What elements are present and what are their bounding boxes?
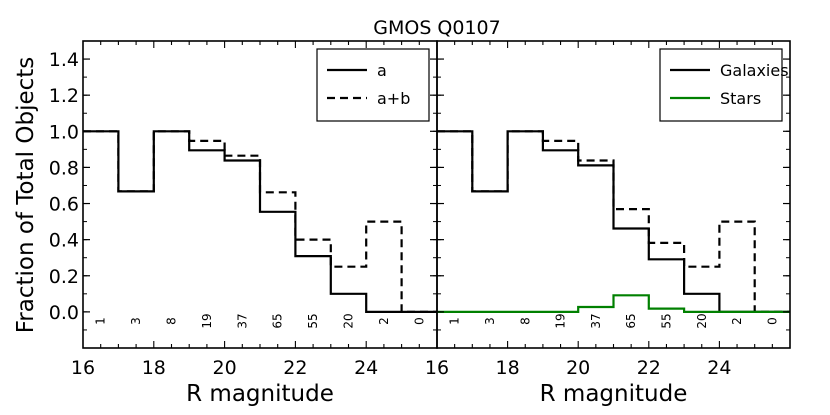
stars-series-line (437, 294, 790, 313)
bin-count-label: 2 (730, 317, 744, 325)
bin-count-label: 19 (200, 313, 214, 328)
bin-count-label: 8 (165, 317, 179, 325)
legend-box (659, 48, 783, 122)
legend: Galaxies Stars (659, 48, 789, 122)
x-tick-label: 20 (566, 357, 590, 379)
bin-count-label: 3 (483, 317, 497, 325)
bin-count-label: 20 (695, 313, 709, 328)
legend-box (316, 48, 430, 122)
legend: a a+b (316, 48, 430, 122)
bin-count-label: 65 (271, 313, 285, 328)
bin-count-label: 37 (235, 313, 249, 328)
bin-count-label: 0 (412, 317, 426, 325)
bin-count-label: 1 (448, 317, 462, 325)
axes-frame (436, 40, 791, 349)
panel-2: 1 3 8 19 37 65 55 20 2 016 18 20 22 24R magnitudeGala… (425, 40, 791, 407)
x-tick-label: 22 (283, 357, 307, 379)
legend-label: Stars (720, 89, 761, 108)
bin-count-label: 55 (306, 313, 320, 328)
x-tick-label: 18 (142, 357, 166, 379)
panel-1: 1 3 8 19 37 65 55 20 2 00.00.20.40.60.81.01.21.41… (49, 40, 438, 407)
y-tick-label: 1.4 (49, 49, 79, 71)
bin-count-label: 55 (660, 313, 674, 328)
legend-label: a (377, 61, 387, 80)
y-tick-label: 1.2 (49, 85, 79, 107)
bin-count-label: 65 (624, 313, 638, 328)
bin-count-label: 37 (589, 313, 603, 328)
bin-count-label: 8 (518, 317, 532, 325)
chart-title: GMOS Q0107 (373, 17, 500, 39)
x-tick-label: 16 (425, 357, 449, 379)
panels-group: 1 3 8 19 37 65 55 20 2 00.00.20.40.60.81.01.21.41… (49, 40, 791, 407)
x-tick-label: 22 (637, 357, 661, 379)
bin-count-label: 2 (377, 317, 391, 325)
y-tick-label: 0.0 (49, 302, 79, 324)
x-tick-label: 18 (496, 357, 520, 379)
y-tick-label: 1.0 (49, 121, 79, 143)
y-tick-label: 0.6 (49, 194, 79, 216)
x-tick-label: 24 (354, 357, 378, 379)
legend-label: Galaxies (720, 61, 789, 80)
x-tick-label: 20 (213, 357, 237, 379)
unnamed-dashed-series-line (437, 130, 790, 313)
bin-count-label: 20 (342, 313, 356, 328)
bin-count-label: 0 (765, 317, 779, 325)
bin-count-label: 19 (554, 313, 568, 328)
bin-count-label: 3 (129, 317, 143, 325)
x-axis-title: R magnitude (186, 381, 334, 407)
x-tick-label: 16 (71, 357, 95, 379)
x-axis-title: R magnitude (540, 381, 688, 407)
x-tick-label: 24 (707, 357, 731, 379)
y-tick-label: 0.4 (49, 230, 79, 252)
a-b-series-line (83, 130, 437, 313)
y-axis-title: Fraction of Total Objects (13, 57, 39, 334)
bin-count-label: 1 (94, 317, 108, 325)
y-tick-label: 0.8 (49, 157, 79, 179)
y-tick-label: 0.2 (49, 266, 79, 288)
legend-label: a+b (377, 89, 410, 108)
